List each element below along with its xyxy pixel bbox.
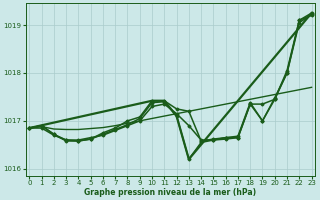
X-axis label: Graphe pression niveau de la mer (hPa): Graphe pression niveau de la mer (hPa) <box>84 188 257 197</box>
